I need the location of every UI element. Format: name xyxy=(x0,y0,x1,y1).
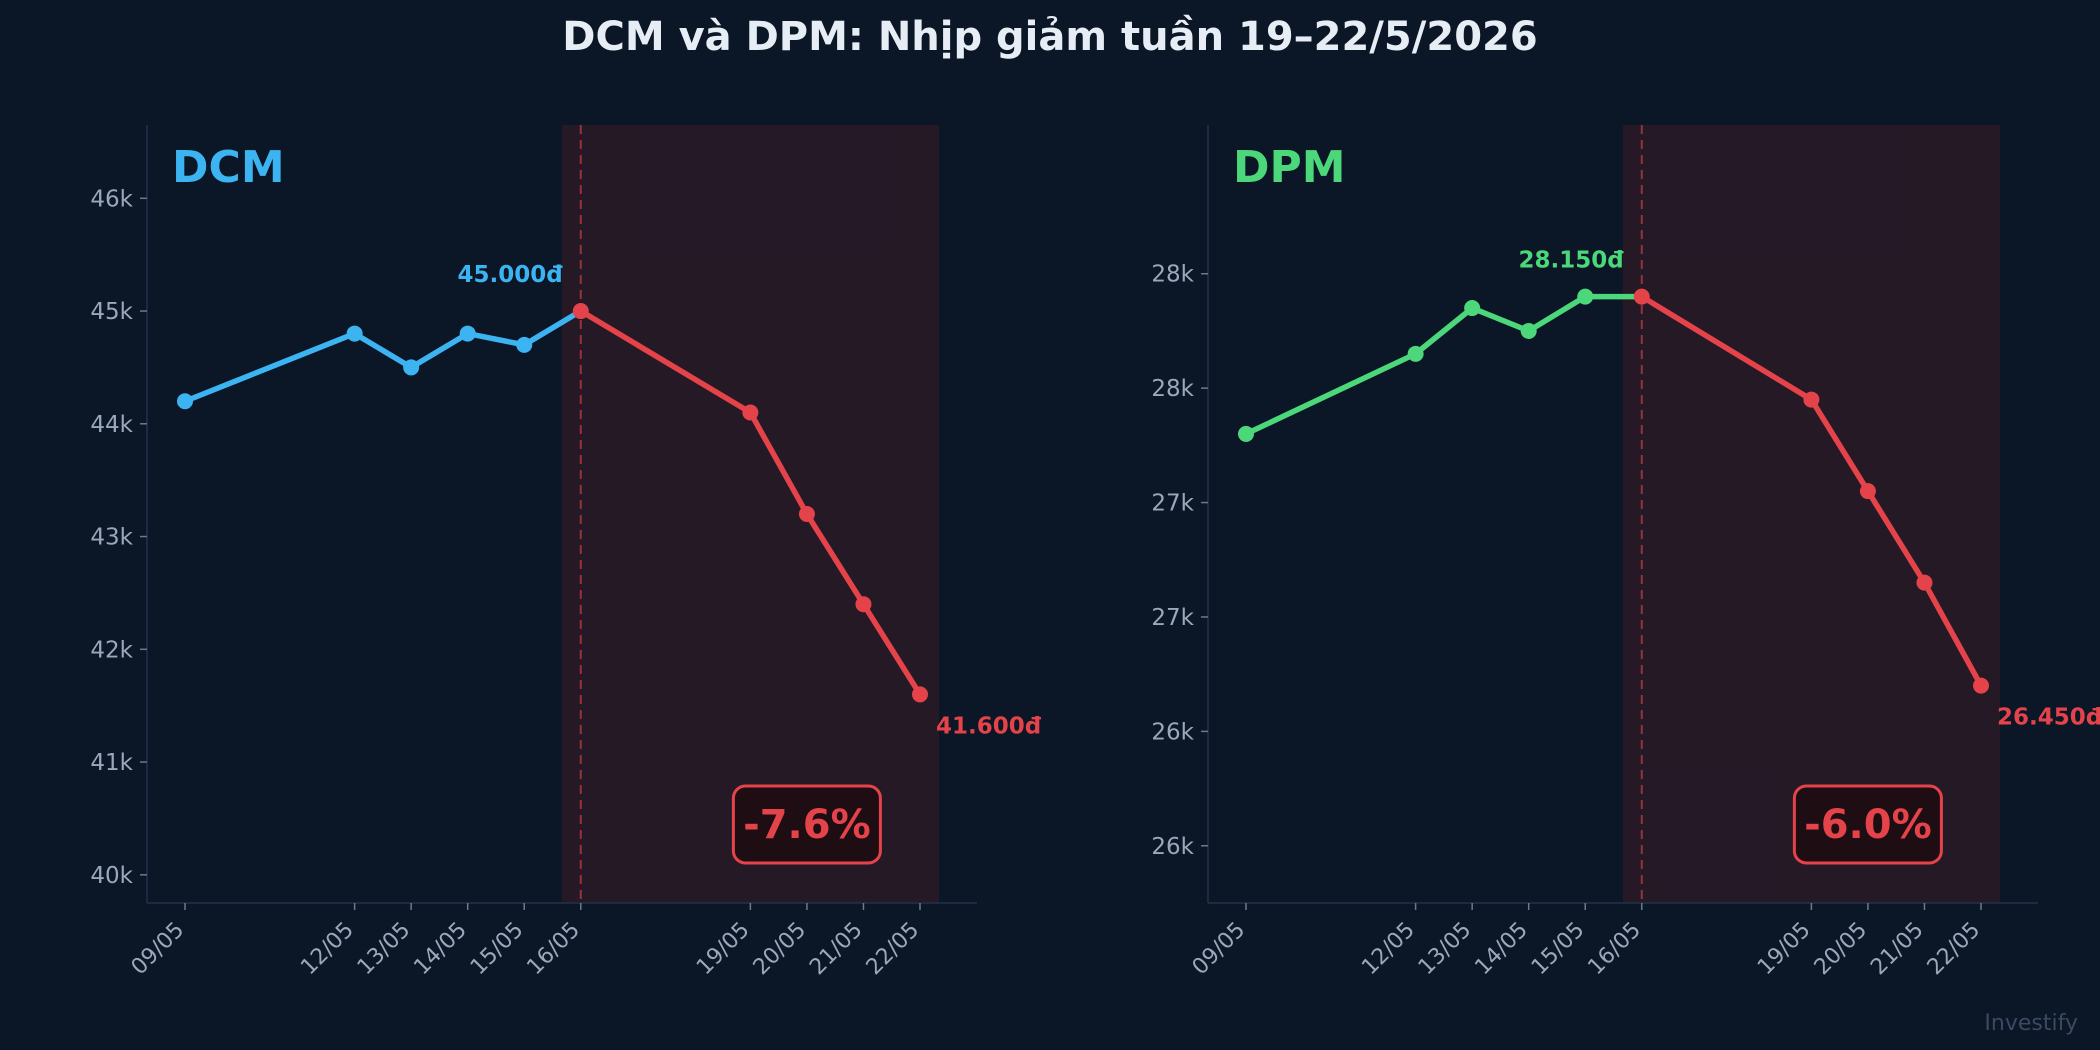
panel-label: DCM xyxy=(172,142,285,193)
y-tick-label: 28k xyxy=(1151,262,1194,288)
x-tick-label: 14/05 xyxy=(1470,918,1533,981)
x-tick-label: 13/05 xyxy=(1414,918,1477,981)
data-point xyxy=(346,325,363,342)
y-tick-label: 28k xyxy=(1151,376,1194,402)
data-point xyxy=(855,596,872,613)
data-point xyxy=(1238,425,1254,442)
data-point xyxy=(177,393,193,410)
x-tick-label: 16/05 xyxy=(1583,918,1646,981)
x-tick-label: 19/05 xyxy=(1753,918,1816,981)
x-tick-label: 22/05 xyxy=(862,918,925,981)
end-value-label: 26.450đ xyxy=(1997,705,2100,731)
x-tick-label: 21/05 xyxy=(1866,918,1929,981)
y-tick-label: 26k xyxy=(1151,834,1194,860)
data-point xyxy=(1577,288,1594,305)
x-tick-label: 13/05 xyxy=(353,918,416,981)
change-badge-label: -6.0% xyxy=(1804,802,1932,848)
x-tick-label: 20/05 xyxy=(1810,918,1873,981)
x-tick-label: 21/05 xyxy=(805,918,868,981)
data-point xyxy=(912,686,928,703)
data-point xyxy=(516,336,533,353)
x-tick-label: 20/05 xyxy=(749,918,812,981)
drop-period-shade xyxy=(561,125,939,903)
x-tick-label: 12/05 xyxy=(1357,918,1420,981)
change-badge-label: -7.6% xyxy=(743,802,871,848)
data-point xyxy=(1859,483,1876,500)
x-tick-label: 15/05 xyxy=(1527,918,1590,981)
x-tick-label: 16/05 xyxy=(522,918,585,981)
y-tick-label: 42k xyxy=(90,637,133,663)
x-tick-label: 19/05 xyxy=(692,918,755,981)
y-tick-label: 41k xyxy=(90,750,133,776)
drop-period-shade xyxy=(1622,125,2000,903)
change-badge xyxy=(1792,784,1943,865)
data-point xyxy=(1520,322,1537,339)
data-point xyxy=(798,506,815,522)
y-tick-label: 44k xyxy=(90,412,133,438)
x-tick-label: 22/05 xyxy=(1923,918,1986,981)
data-point xyxy=(1464,300,1481,317)
data-point xyxy=(1973,677,1989,694)
change-badge xyxy=(731,784,882,865)
x-tick-label: 09/05 xyxy=(1188,918,1251,981)
data-point xyxy=(1407,345,1424,362)
data-point xyxy=(1916,574,1933,591)
series-line-before-drop xyxy=(182,308,584,404)
data-point xyxy=(572,303,589,320)
chart-panel-dcm: 40k 41k 42k 43k 44k 45k 46k 09/05 12/0513/0514/0… xyxy=(90,125,1042,981)
y-tick-label: 45k xyxy=(90,299,133,325)
data-point xyxy=(459,325,476,342)
data-point xyxy=(742,404,759,421)
y-tick-label: 40k xyxy=(90,863,133,889)
chart-title: DCM và DPM: Nhịp giảm tuần 19–22/5/2026 xyxy=(562,14,1538,60)
y-tick-label: 26k xyxy=(1151,719,1194,745)
y-tick-label: 27k xyxy=(1151,605,1194,631)
x-tick-label: 09/05 xyxy=(127,918,190,981)
x-tick-label: 15/05 xyxy=(466,918,529,981)
peak-value-label: 45.000đ xyxy=(458,262,564,288)
y-tick-label: 46k xyxy=(90,186,133,212)
peak-value-label: 28.150đ xyxy=(1519,248,1625,274)
y-tick-label: 43k xyxy=(90,525,133,551)
series-line-before-drop xyxy=(1243,293,1645,437)
x-tick-label: 12/05 xyxy=(296,918,359,981)
watermark: Investify xyxy=(1984,1011,2078,1036)
x-tick-label: 14/05 xyxy=(409,918,472,981)
chart-panel-dpm: 26k 26k 27k 27k 28k 28k 09/05 12/0513/0514/0515… xyxy=(1151,125,2100,980)
data-point xyxy=(1803,391,1820,408)
data-point xyxy=(403,359,420,376)
end-value-label: 41.600đ xyxy=(936,713,1042,739)
panel-label: DPM xyxy=(1233,142,1346,193)
data-point xyxy=(1633,288,1650,305)
y-tick-label: 27k xyxy=(1151,491,1194,517)
